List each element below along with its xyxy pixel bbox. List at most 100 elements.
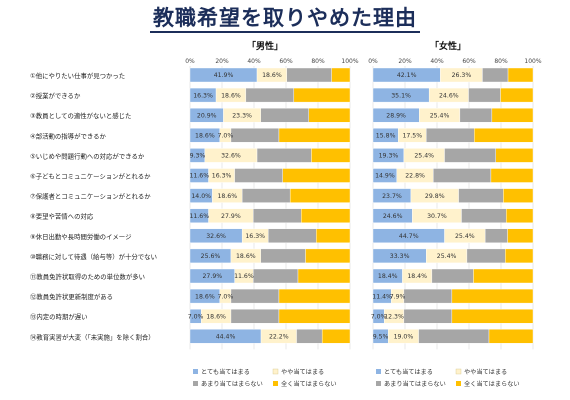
x-tick-label: 80% bbox=[311, 58, 325, 65]
data-label: 25.6% bbox=[201, 253, 221, 260]
bar-segment bbox=[466, 248, 506, 264]
bar-segment bbox=[321, 329, 351, 344]
legend-label: とても当てはまる bbox=[201, 368, 250, 376]
bar-segment bbox=[458, 188, 504, 203]
data-label: 44.7% bbox=[399, 233, 419, 240]
legend-label: あまり当てはまらない bbox=[384, 380, 446, 388]
bar-segment bbox=[468, 87, 501, 103]
bar-segment bbox=[491, 107, 534, 123]
bar-segment bbox=[451, 309, 534, 324]
data-label: 27.9% bbox=[202, 273, 222, 280]
data-label: 35.1% bbox=[391, 92, 411, 99]
category-label: ③教員としての適性がないと感じた bbox=[30, 111, 131, 120]
data-label: 7.0% bbox=[188, 313, 204, 320]
bar-segment bbox=[482, 67, 509, 83]
category-label: ①他にやりたい仕事が見つかった bbox=[30, 71, 125, 80]
x-tick-label: 20% bbox=[398, 58, 412, 65]
data-label: 22.2% bbox=[269, 334, 289, 341]
data-label: 9.5% bbox=[373, 334, 389, 341]
category-label: ⑭教育実習が大変（「未実施」を除く割合） bbox=[30, 332, 155, 341]
bar-segment bbox=[506, 208, 534, 223]
legend-swatch bbox=[455, 368, 462, 375]
bar-segment bbox=[305, 248, 351, 264]
data-label: 18.6% bbox=[217, 193, 237, 200]
bar-segment bbox=[241, 188, 291, 203]
data-label: 18.6% bbox=[206, 313, 226, 320]
data-label: 32.6% bbox=[221, 153, 241, 160]
bar-segment bbox=[507, 67, 534, 83]
data-label: 18.6% bbox=[221, 92, 241, 99]
category-label: ⑧要望や苦情への対応 bbox=[30, 212, 94, 221]
bar-segment bbox=[507, 228, 534, 244]
data-label: 14.9% bbox=[375, 173, 395, 180]
data-label: 19.0% bbox=[394, 334, 414, 341]
bar-segment bbox=[278, 128, 351, 143]
data-label: 28.9% bbox=[386, 112, 406, 119]
legend-swatch bbox=[193, 369, 198, 374]
data-label: 19.3% bbox=[379, 153, 399, 160]
data-label: 7.9% bbox=[390, 293, 406, 300]
data-label: 7.0% bbox=[371, 313, 387, 320]
bar-segment bbox=[473, 268, 534, 284]
data-label: 29.8% bbox=[425, 193, 445, 200]
bar-segment bbox=[234, 168, 283, 183]
x-tick-label: 40% bbox=[430, 58, 444, 65]
data-label: 11.6% bbox=[189, 213, 209, 220]
bar-segment bbox=[433, 168, 492, 183]
data-label: 24.6% bbox=[439, 92, 459, 99]
data-label: 26.3% bbox=[452, 72, 472, 79]
x-tick-label: 20% bbox=[215, 58, 229, 65]
bar-segment bbox=[256, 148, 312, 163]
page-title: 教職希望を取りやめた理由 bbox=[153, 6, 417, 30]
data-label: 20.9% bbox=[197, 112, 217, 119]
bar-segment bbox=[308, 107, 351, 123]
bar-segment bbox=[474, 128, 534, 143]
data-label: 7.0% bbox=[217, 293, 233, 300]
legend-swatch bbox=[272, 368, 279, 375]
category-label: ⑤いじめや問題行動への対応ができるか bbox=[30, 151, 145, 160]
data-label: 22.8% bbox=[405, 173, 425, 180]
data-label: 12.3% bbox=[384, 313, 404, 320]
bar-segment bbox=[268, 228, 317, 244]
data-label: 44.4% bbox=[216, 334, 236, 341]
bar-segment bbox=[451, 288, 534, 304]
x-tick-label: 100% bbox=[341, 58, 358, 65]
x-tick-label: 0% bbox=[368, 58, 378, 65]
legend-swatch bbox=[376, 369, 381, 374]
category-label: ⑩職務に対して待遇（給与等）が十分でない bbox=[30, 252, 157, 261]
legend-label: あまり当てはまらない bbox=[201, 380, 263, 388]
data-label: 30.7% bbox=[427, 213, 447, 220]
bar-segment bbox=[230, 288, 280, 304]
data-label: 23.3% bbox=[232, 112, 252, 119]
bar-segment bbox=[426, 128, 475, 143]
bar-segment bbox=[490, 168, 534, 183]
data-label: 16.3% bbox=[212, 173, 232, 180]
bar-segment bbox=[431, 268, 474, 284]
data-label: 18.6% bbox=[195, 133, 215, 140]
bar-segment bbox=[403, 288, 453, 304]
bar-segment bbox=[282, 168, 351, 183]
bar-segment bbox=[488, 329, 534, 344]
bar-segment bbox=[331, 67, 351, 83]
bar-segment bbox=[500, 87, 534, 103]
legend-swatch bbox=[456, 381, 461, 386]
category-label: ⑨休日出勤や長時間労働のイメージ bbox=[30, 232, 132, 241]
category-label: ⑬内定の時期が遅い bbox=[30, 312, 88, 321]
data-label: 32.6% bbox=[206, 233, 226, 240]
bar-segment bbox=[503, 188, 534, 203]
bar-segment bbox=[260, 107, 309, 123]
bar-segment bbox=[444, 148, 496, 163]
bar-segment bbox=[301, 208, 351, 223]
data-label: 16.3% bbox=[245, 233, 265, 240]
x-tick-label: 0% bbox=[185, 58, 195, 65]
data-label: 18.4% bbox=[378, 273, 398, 280]
data-label: 18.4% bbox=[407, 273, 427, 280]
data-label: 11.4% bbox=[372, 293, 392, 300]
bar-segment bbox=[459, 107, 493, 123]
bar-segment bbox=[230, 309, 280, 324]
category-label: ④部活動の指導ができるか bbox=[30, 131, 107, 140]
x-tick-label: 40% bbox=[247, 58, 261, 65]
bar-segment bbox=[311, 148, 351, 163]
bar-segment bbox=[245, 87, 295, 103]
data-label: 24.6% bbox=[383, 213, 403, 220]
